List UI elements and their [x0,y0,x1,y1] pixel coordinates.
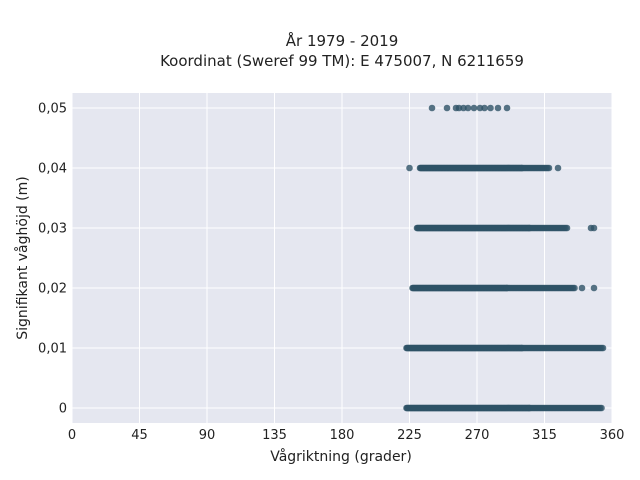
data-point [464,104,472,112]
data-point [443,104,451,112]
y-tick-label: 0,02 [38,282,67,297]
y-tick-label: 0,05 [38,102,67,117]
y-tick-label: 0,04 [38,162,67,177]
x-tick-label: 180 [330,428,355,443]
data-point [545,164,553,172]
x-axis-label: Vågriktning (grader) [270,448,412,465]
data-point [578,284,586,292]
data-point [554,164,562,172]
y-tick-label: 0,03 [38,222,67,237]
x-tick-label: 90 [199,428,216,443]
y-axis-label: Signifikant våghöjd (m) [14,176,31,339]
x-tick-label: 45 [131,428,148,443]
data-point [487,104,494,112]
data-point [598,404,605,412]
chart-title-line2: Koordinat (Sweref 99 TM): E 475007, N 62… [160,52,524,70]
data-point [563,224,571,232]
y-tick-label: 0,01 [38,342,67,357]
axis-ticks: 0 45 90 135 180 225 270 315 360 0 0,01 0,02 0,03 0,04… [38,102,624,444]
chart-title-line1: År 1979 - 2019 [286,31,399,50]
data-point [494,104,502,112]
data-point [599,344,607,352]
x-tick-label: 135 [262,428,287,443]
data-point [428,104,436,112]
x-tick-label: 0 [68,428,76,443]
x-tick-label: 270 [465,428,490,443]
data-point [406,164,413,172]
data-point [571,284,578,292]
data-point [481,104,488,112]
y-tick-label: 0 [59,402,67,417]
data-points [403,104,607,412]
x-tick-label: 315 [532,428,557,443]
data-point [590,284,598,292]
data-point [590,224,598,232]
x-tick-label: 225 [397,428,422,443]
x-tick-label: 360 [600,428,625,443]
data-point [470,104,478,112]
data-point [503,104,511,112]
